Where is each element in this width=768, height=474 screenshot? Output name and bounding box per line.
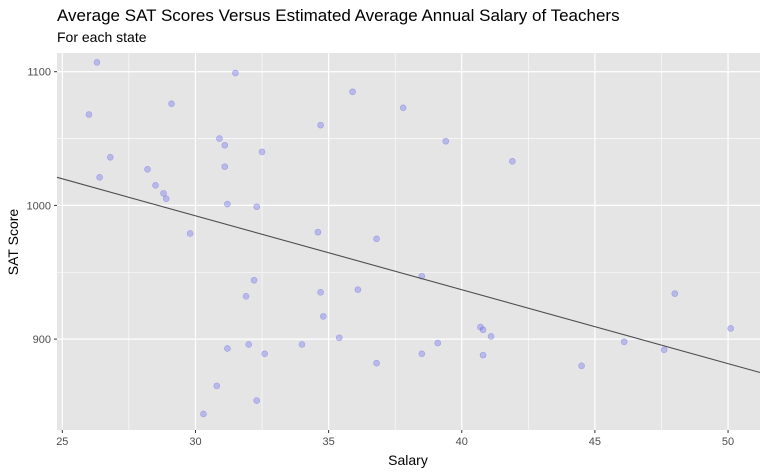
data-point bbox=[660, 346, 668, 354]
y-tick-label: 900 bbox=[33, 334, 51, 346]
data-point bbox=[93, 59, 101, 66]
data-point bbox=[224, 200, 231, 208]
data-point bbox=[253, 397, 261, 404]
data-point bbox=[216, 135, 223, 142]
data-point bbox=[335, 334, 343, 342]
chart-title: Average SAT Scores Versus Estimated Aver… bbox=[57, 6, 620, 25]
trend-line bbox=[56, 176, 761, 374]
data-point bbox=[317, 121, 324, 129]
data-point bbox=[258, 148, 266, 156]
data-point bbox=[144, 166, 151, 173]
data-point bbox=[477, 323, 484, 331]
x-axis: 25 30 35 40 45 50 bbox=[56, 430, 734, 448]
plot-panel bbox=[57, 53, 760, 430]
grid-lines bbox=[57, 53, 760, 430]
data-point bbox=[373, 235, 380, 243]
data-points bbox=[85, 59, 735, 418]
data-point bbox=[186, 230, 194, 237]
data-point bbox=[317, 289, 324, 296]
data-point bbox=[106, 153, 114, 161]
data-point bbox=[373, 359, 380, 367]
data-point bbox=[399, 104, 407, 112]
data-point bbox=[85, 111, 93, 118]
data-point bbox=[487, 333, 495, 340]
chart-subtitle: For each state bbox=[57, 29, 147, 45]
data-point bbox=[168, 100, 175, 108]
data-point bbox=[160, 190, 167, 197]
data-point bbox=[250, 276, 258, 284]
data-point bbox=[224, 345, 231, 352]
data-point bbox=[727, 325, 735, 332]
data-point bbox=[96, 174, 103, 181]
data-point bbox=[671, 290, 679, 297]
x-tick-label: 35 bbox=[322, 436, 334, 448]
x-tick-label: 50 bbox=[722, 436, 734, 448]
data-point bbox=[578, 362, 585, 370]
data-point bbox=[418, 350, 426, 358]
data-point bbox=[349, 88, 356, 96]
data-point bbox=[200, 410, 207, 418]
data-point bbox=[221, 163, 229, 170]
data-point bbox=[442, 137, 450, 145]
trend-line-group bbox=[56, 176, 761, 374]
data-point bbox=[479, 326, 487, 334]
data-point bbox=[245, 341, 253, 348]
data-point bbox=[298, 341, 306, 348]
data-point bbox=[242, 293, 250, 300]
y-tick-label: 1000 bbox=[27, 200, 51, 212]
y-tick-label: 1100 bbox=[27, 67, 51, 79]
x-tick-label: 45 bbox=[589, 436, 601, 448]
data-point bbox=[213, 382, 221, 390]
y-axis: 900 1000 1100 bbox=[27, 67, 57, 346]
x-tick-label: 25 bbox=[56, 436, 68, 448]
data-point bbox=[152, 182, 159, 189]
data-point bbox=[221, 141, 229, 149]
data-point bbox=[319, 313, 327, 320]
data-point bbox=[434, 339, 442, 347]
x-tick-label: 30 bbox=[189, 436, 201, 448]
data-point bbox=[509, 157, 516, 165]
data-point bbox=[253, 203, 261, 211]
data-point bbox=[162, 195, 170, 203]
data-point bbox=[261, 350, 269, 358]
data-point bbox=[354, 286, 362, 293]
data-point bbox=[479, 351, 487, 359]
data-point bbox=[620, 338, 628, 346]
data-point bbox=[232, 69, 239, 77]
x-tick-label: 40 bbox=[456, 436, 468, 448]
data-point bbox=[314, 228, 322, 236]
y-axis-title: SAT Score bbox=[5, 209, 21, 276]
x-axis-title: Salary bbox=[388, 452, 428, 468]
